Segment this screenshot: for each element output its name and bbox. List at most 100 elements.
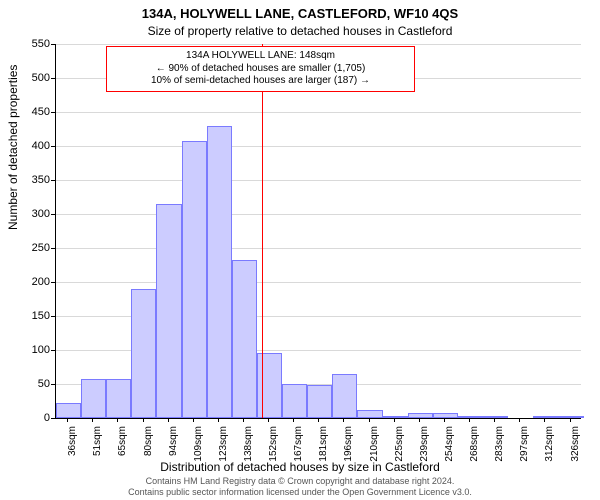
y-tick-mark xyxy=(51,78,55,79)
histogram-bar xyxy=(533,416,558,418)
x-tick-label: 36sqm xyxy=(67,426,78,466)
y-tick-label: 300 xyxy=(10,208,50,220)
x-tick-mark xyxy=(519,418,520,422)
histogram-bar xyxy=(307,385,332,418)
x-tick-mark xyxy=(544,418,545,422)
x-tick-label: 225sqm xyxy=(394,426,405,466)
chart-title-line1: 134A, HOLYWELL LANE, CASTLEFORD, WF10 4Q… xyxy=(0,6,600,21)
x-tick-mark xyxy=(343,418,344,422)
annotation-box: 134A HOLYWELL LANE: 148sqm← 90% of detac… xyxy=(106,46,415,92)
histogram-bar xyxy=(458,416,483,418)
x-tick-label: 283sqm xyxy=(494,426,505,466)
chart-title-line2: Size of property relative to detached ho… xyxy=(0,24,600,38)
y-tick-mark xyxy=(51,248,55,249)
x-tick-label: 181sqm xyxy=(318,426,329,466)
x-tick-label: 123sqm xyxy=(218,426,229,466)
x-tick-mark xyxy=(268,418,269,422)
histogram-bar xyxy=(357,410,382,418)
x-tick-label: 326sqm xyxy=(570,426,581,466)
x-tick-label: 94sqm xyxy=(168,426,179,466)
x-tick-mark xyxy=(469,418,470,422)
marker-line xyxy=(262,44,263,418)
y-tick-mark xyxy=(51,282,55,283)
histogram-bar xyxy=(282,384,307,418)
y-tick-label: 0 xyxy=(10,412,50,424)
gridline xyxy=(56,248,581,249)
x-tick-label: 138sqm xyxy=(243,426,254,466)
histogram-bar xyxy=(383,416,408,418)
x-tick-mark xyxy=(92,418,93,422)
x-tick-mark xyxy=(193,418,194,422)
histogram-bar xyxy=(207,126,232,418)
annotation-line1: 134A HOLYWELL LANE: 148sqm xyxy=(113,50,408,63)
x-tick-label: 297sqm xyxy=(519,426,530,466)
y-tick-label: 350 xyxy=(10,174,50,186)
gridline xyxy=(56,112,581,113)
x-tick-label: 51sqm xyxy=(92,426,103,466)
x-tick-label: 65sqm xyxy=(117,426,128,466)
x-tick-mark xyxy=(293,418,294,422)
x-tick-mark xyxy=(444,418,445,422)
gridline xyxy=(56,146,581,147)
y-tick-label: 400 xyxy=(10,140,50,152)
x-tick-mark xyxy=(168,418,169,422)
annotation-line2: ← 90% of detached houses are smaller (1,… xyxy=(113,63,408,76)
gridline xyxy=(56,282,581,283)
y-tick-label: 200 xyxy=(10,276,50,288)
x-tick-mark xyxy=(419,418,420,422)
x-tick-label: 210sqm xyxy=(369,426,380,466)
y-tick-label: 450 xyxy=(10,106,50,118)
x-tick-label: 109sqm xyxy=(193,426,204,466)
histogram-bar xyxy=(56,403,81,418)
x-tick-mark xyxy=(143,418,144,422)
x-tick-label: 167sqm xyxy=(293,426,304,466)
histogram-bar xyxy=(156,204,181,418)
x-tick-label: 239sqm xyxy=(419,426,430,466)
x-tick-label: 80sqm xyxy=(143,426,154,466)
y-tick-label: 50 xyxy=(10,378,50,390)
y-tick-mark xyxy=(51,180,55,181)
y-tick-mark xyxy=(51,384,55,385)
x-tick-mark xyxy=(218,418,219,422)
gridline xyxy=(56,180,581,181)
y-tick-label: 500 xyxy=(10,72,50,84)
x-tick-mark xyxy=(67,418,68,422)
histogram-bar xyxy=(106,379,131,418)
x-tick-label: 254sqm xyxy=(444,426,455,466)
y-tick-mark xyxy=(51,112,55,113)
histogram-bar xyxy=(483,416,508,418)
x-tick-mark xyxy=(570,418,571,422)
histogram-bar xyxy=(257,353,282,418)
histogram-bar xyxy=(433,413,458,418)
plot-area: 134A HOLYWELL LANE: 148sqm← 90% of detac… xyxy=(55,44,581,419)
x-tick-label: 196sqm xyxy=(343,426,354,466)
y-tick-mark xyxy=(51,214,55,215)
footer-line2: Contains public sector information licen… xyxy=(0,487,600,498)
x-tick-mark xyxy=(117,418,118,422)
histogram-bar xyxy=(558,416,583,418)
chart-container: 134A, HOLYWELL LANE, CASTLEFORD, WF10 4Q… xyxy=(0,0,600,500)
histogram-bar xyxy=(232,260,257,418)
x-tick-label: 312sqm xyxy=(544,426,555,466)
x-tick-mark xyxy=(369,418,370,422)
y-tick-mark xyxy=(51,44,55,45)
gridline xyxy=(56,214,581,215)
y-tick-label: 150 xyxy=(10,310,50,322)
x-tick-label: 152sqm xyxy=(268,426,279,466)
annotation-line3: 10% of semi-detached houses are larger (… xyxy=(113,75,408,88)
y-tick-label: 100 xyxy=(10,344,50,356)
x-tick-label: 268sqm xyxy=(469,426,480,466)
y-tick-mark xyxy=(51,418,55,419)
y-tick-label: 250 xyxy=(10,242,50,254)
gridline xyxy=(56,44,581,45)
x-tick-mark xyxy=(318,418,319,422)
histogram-bar xyxy=(182,141,207,418)
histogram-bar xyxy=(131,289,156,418)
histogram-bar xyxy=(332,374,357,418)
footer-attribution: Contains HM Land Registry data © Crown c… xyxy=(0,476,600,498)
x-tick-mark xyxy=(394,418,395,422)
histogram-bar xyxy=(408,413,433,418)
x-tick-mark xyxy=(243,418,244,422)
y-tick-mark xyxy=(51,316,55,317)
y-tick-label: 550 xyxy=(10,38,50,50)
